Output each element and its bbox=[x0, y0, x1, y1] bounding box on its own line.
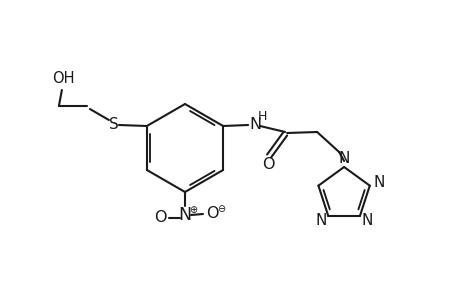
Text: S: S bbox=[109, 116, 118, 131]
Text: O: O bbox=[205, 206, 218, 221]
Text: N: N bbox=[372, 175, 384, 190]
Text: N: N bbox=[315, 213, 326, 228]
Text: O: O bbox=[153, 211, 166, 226]
Text: N: N bbox=[360, 213, 372, 228]
Text: OH: OH bbox=[51, 70, 74, 86]
Text: ⊖: ⊖ bbox=[217, 204, 224, 214]
Text: N: N bbox=[338, 151, 349, 166]
Text: N: N bbox=[178, 206, 191, 224]
Text: ⊕: ⊕ bbox=[189, 205, 196, 215]
Text: N: N bbox=[248, 116, 261, 131]
Text: H: H bbox=[257, 110, 266, 122]
Text: O: O bbox=[261, 157, 274, 172]
